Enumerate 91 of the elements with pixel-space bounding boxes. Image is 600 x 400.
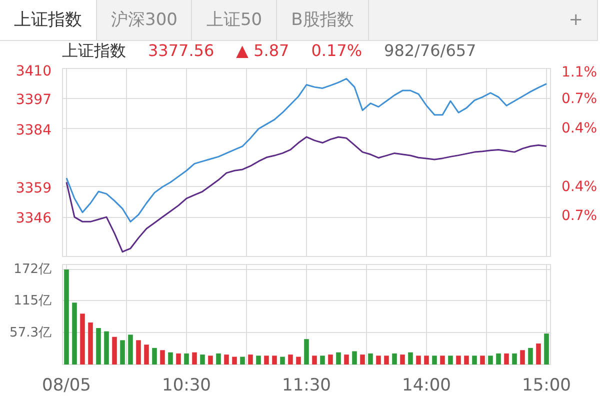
bar: [528, 348, 533, 364]
bar: [224, 354, 229, 364]
bar: [376, 356, 381, 364]
text: ▲ 5.87: [236, 41, 290, 60]
bar: [336, 352, 341, 364]
bar: [544, 334, 549, 364]
bar: [304, 339, 309, 364]
bar: [240, 356, 245, 364]
bar: [264, 356, 269, 364]
bar: [360, 354, 365, 364]
text: 上证指数: [0, 0, 97, 40]
bar: [192, 352, 197, 364]
bar: [432, 356, 437, 364]
y-tick-label: 3346: [16, 210, 52, 227]
bar: [248, 354, 253, 364]
bar: [408, 352, 413, 364]
bar: [144, 344, 149, 364]
bar: [112, 336, 117, 364]
y2-tick-label: 1.1%: [562, 64, 598, 80]
text: 上证50: [192, 0, 278, 40]
x-tick-label: 11:30: [282, 376, 332, 396]
bar: [312, 356, 317, 364]
y-tick-label: 3384: [16, 122, 52, 138]
text: 0.17%: [311, 41, 362, 60]
bar: [120, 340, 125, 364]
bar: [184, 353, 189, 364]
bar: [272, 356, 277, 364]
bar: [320, 356, 325, 364]
bar: [168, 352, 173, 364]
y2-tick-label: 0.4%: [562, 179, 598, 196]
text: 3377.56: [148, 41, 214, 60]
bar: [456, 356, 461, 364]
bar: [440, 356, 445, 364]
bar: [536, 344, 541, 364]
bar: [448, 356, 453, 364]
x-tick-label: 15:00: [522, 376, 572, 396]
bar: [512, 353, 517, 364]
bar: [464, 356, 469, 364]
y2-tick-label: 0.7%: [562, 208, 598, 224]
bar: [400, 354, 405, 364]
bar: [504, 353, 509, 364]
bar: [96, 328, 101, 364]
y2-tick-label: 0.4%: [562, 120, 598, 137]
bar: [288, 354, 293, 364]
y-tick-label: 3397: [16, 92, 52, 108]
bar: [256, 356, 261, 364]
bar: [80, 314, 85, 364]
bar: [416, 356, 421, 364]
bar: [216, 353, 221, 364]
y-tick-label: 3359: [16, 180, 52, 196]
bar: [72, 302, 77, 364]
bar: [384, 356, 389, 364]
bar: [152, 348, 157, 364]
y-tick-label: 57.3亿: [10, 325, 52, 340]
chart-title: 上证指数: [62, 41, 126, 60]
bar: [160, 350, 165, 364]
bar: [368, 353, 373, 364]
text: B股指数: [277, 0, 369, 40]
x-tick-label: 08/05: [42, 376, 92, 396]
y2-tick-label: 0.7%: [562, 90, 598, 107]
bar: [104, 331, 109, 364]
y-tick-label: 115亿: [14, 293, 52, 308]
line-series: [66, 136, 548, 253]
bar: [88, 322, 93, 364]
text: 沪深300: [97, 0, 192, 40]
x-tick-label: 10:30: [162, 376, 212, 396]
bar: [280, 356, 285, 364]
bar: [344, 354, 349, 364]
bar: [176, 353, 181, 364]
bar: [296, 356, 301, 364]
bar: [424, 356, 429, 364]
bar: [472, 356, 477, 364]
x-tick-label: 14:00: [402, 376, 452, 396]
bar: [136, 340, 141, 364]
bar: [480, 356, 485, 364]
bar: [128, 334, 133, 364]
bar: [232, 356, 237, 364]
bar: [328, 354, 333, 364]
bar: [352, 351, 357, 364]
bar: [64, 269, 69, 364]
bar: [488, 356, 493, 364]
line-series: [66, 78, 548, 222]
y-tick-label: 3410: [16, 64, 52, 80]
bar: [392, 353, 397, 364]
text: +: [554, 0, 598, 40]
bar: [208, 356, 213, 364]
y-tick-label: 172亿: [14, 262, 52, 277]
bar: [520, 350, 525, 364]
text: 982/76/657: [384, 41, 476, 60]
bar: [200, 354, 205, 364]
bar: [496, 353, 501, 364]
